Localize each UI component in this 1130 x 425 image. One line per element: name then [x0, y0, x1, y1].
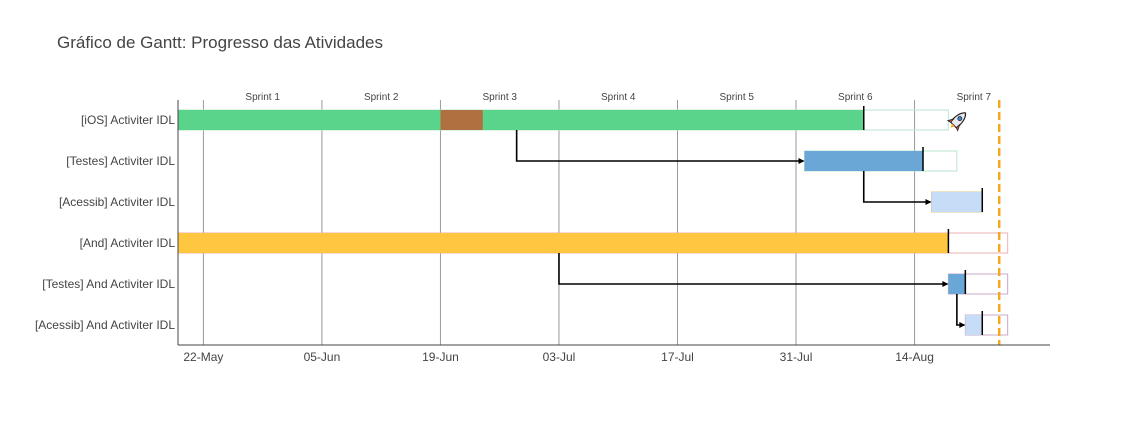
task-bar: [948, 274, 966, 294]
arrow-head: [942, 281, 949, 287]
dependency-arrow: [515, 130, 804, 162]
dependency-arrow: [558, 253, 948, 285]
arrow-head: [959, 322, 966, 328]
x-tick-label: 19-Jun: [422, 350, 459, 364]
task-label: [Testes] Activiter IDL: [66, 154, 175, 168]
dependency-arrow: [956, 294, 965, 326]
highlight-segment: [440, 110, 483, 130]
task-label: [iOS] Activiter IDL: [81, 113, 175, 127]
sprint-label: Sprint 3: [482, 92, 517, 103]
sprint-label: Sprint 1: [245, 92, 280, 103]
task-bar: [965, 315, 983, 335]
task-bar: [804, 151, 924, 171]
sprint-label: Sprint 4: [601, 92, 636, 103]
x-tick-label: 31-Jul: [780, 350, 813, 364]
task-label: [Acessib] And Activiter IDL: [35, 318, 175, 332]
x-tick-label: 22-May: [183, 350, 223, 364]
task-bar: [178, 233, 949, 253]
task-label: [Testes] And Activiter IDL: [42, 277, 175, 291]
sprint-label: Sprint 6: [838, 92, 873, 103]
sprint-label: Sprint 5: [720, 92, 755, 103]
chart-title: Gráfico de Gantt: Progresso das Atividad…: [57, 33, 384, 52]
x-tick-label: 03-Jul: [543, 350, 576, 364]
sprint-label: Sprint 7: [957, 92, 992, 103]
arrow-head: [798, 158, 805, 164]
x-tick-label: 05-Jun: [304, 350, 341, 364]
arrow-head: [925, 199, 932, 205]
x-tick-label: 17-Jul: [661, 350, 694, 364]
task-label: [Acessib] Activiter IDL: [59, 195, 175, 209]
task-label: [And] Activiter IDL: [80, 236, 176, 250]
dependency-arrow: [862, 171, 931, 203]
rocket-icon: [946, 112, 967, 132]
task-bar: [931, 192, 983, 212]
x-tick-label: 14-Aug: [895, 350, 934, 364]
task-bar: [178, 110, 864, 130]
sprint-label: Sprint 2: [364, 92, 399, 103]
